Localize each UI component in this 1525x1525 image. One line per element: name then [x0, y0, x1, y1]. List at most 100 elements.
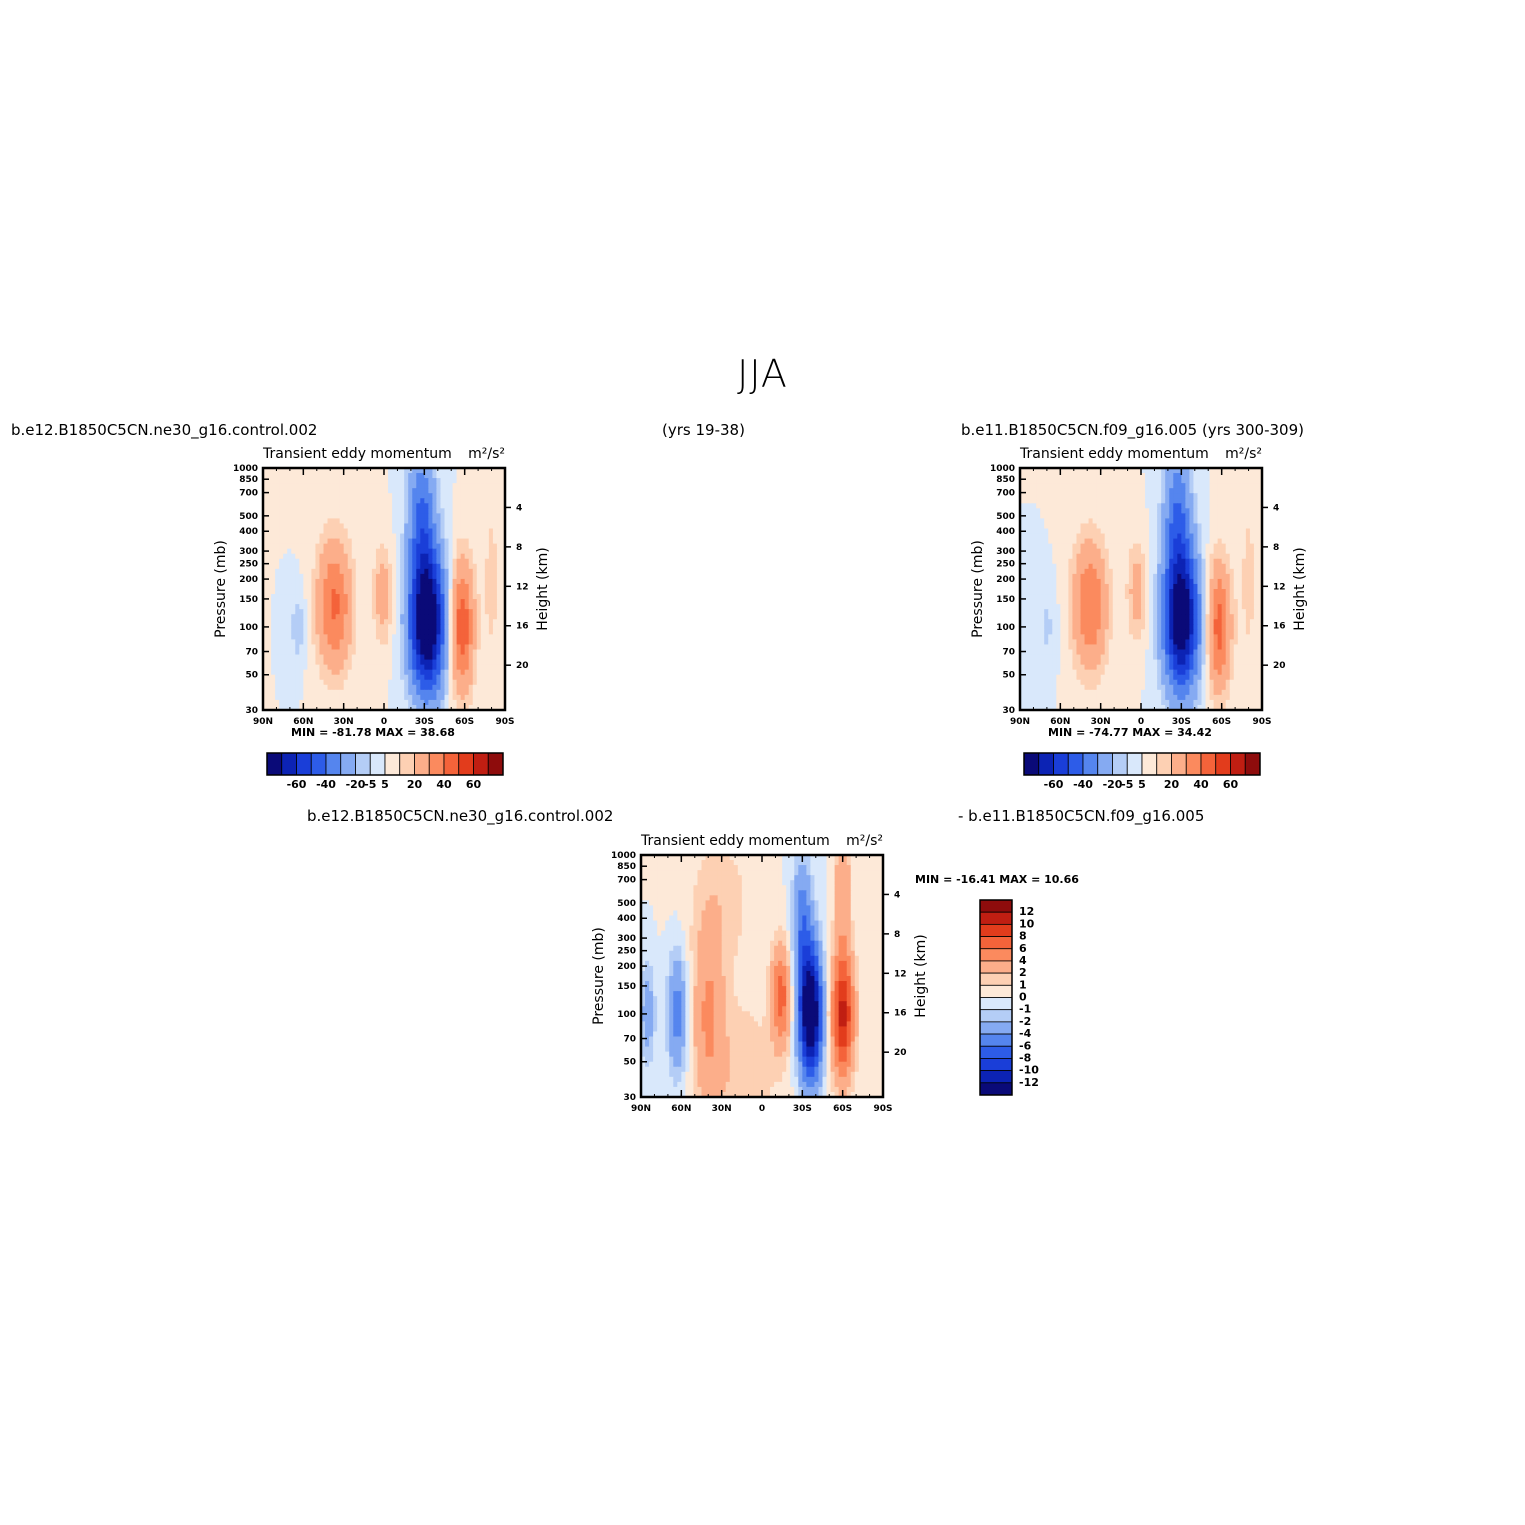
heatmap-cell [359, 689, 365, 696]
heatmap-cell [287, 473, 292, 479]
heatmap-cell [456, 478, 462, 484]
heatmap-cell [448, 629, 454, 635]
heatmap-cell [263, 644, 268, 651]
heatmap-cell [1068, 589, 1074, 595]
heatmap-cell [464, 508, 470, 514]
heatmap-cell [1024, 568, 1029, 575]
heatmap-cell [319, 538, 325, 545]
heatmap-cell [1221, 629, 1227, 635]
heatmap-cell [1132, 503, 1138, 509]
heatmap-cell [484, 674, 490, 681]
heatmap-cell [1249, 513, 1255, 520]
heatmap-cell [323, 543, 329, 550]
heatmap-cell [404, 679, 409, 686]
heatmap-cell [416, 674, 421, 681]
heatmap-cell [1032, 583, 1037, 590]
heatmap-cell [1072, 619, 1078, 625]
heatmap-cell [1165, 478, 1170, 484]
heatmap-cell [1237, 573, 1243, 580]
heatmap-cell [388, 659, 393, 666]
heatmap-cell [408, 503, 413, 509]
heatmap-cell [484, 548, 490, 555]
heatmap-cell [1096, 604, 1102, 610]
heatmap-cell [480, 644, 486, 651]
heatmap-cell [1036, 508, 1041, 514]
heatmap-cell [1177, 473, 1182, 479]
heatmap-cell [480, 483, 486, 489]
heatmap-cell [476, 498, 482, 504]
heatmap-cell [404, 513, 409, 520]
heatmap-cell [496, 599, 502, 605]
heatmap-cell [271, 533, 276, 540]
heatmap-cell [267, 609, 272, 615]
heatmap-cell [1253, 599, 1259, 605]
heatmap-cell [1104, 599, 1110, 605]
heatmap-cell [1177, 614, 1182, 620]
heatmap-cell [319, 599, 325, 605]
heatmap-cell [468, 533, 474, 540]
heatmap-cell [460, 609, 466, 615]
heatmap-cell [271, 538, 276, 545]
heatmap-cell [428, 589, 433, 595]
heatmap-cell [468, 558, 474, 565]
heatmap-cell [444, 694, 450, 701]
heatmap-cell [1108, 513, 1114, 520]
heatmap-cell [311, 639, 317, 646]
heatmap-cell [295, 619, 300, 625]
heatmap-cell [299, 684, 304, 691]
heatmap-cell [1076, 523, 1082, 530]
heatmap-cell [291, 604, 296, 610]
heatmap-cell [460, 513, 466, 520]
heatmap-cell [375, 478, 381, 484]
heatmap-cell [315, 589, 321, 595]
heatmap-cell [1052, 538, 1057, 545]
heatmap-cell [299, 619, 304, 625]
heatmap-cell [1145, 578, 1150, 585]
heatmap-cell [279, 614, 284, 620]
heatmap-cell [1253, 503, 1259, 509]
heatmap-cell [400, 634, 405, 641]
heatmap-cell [1028, 624, 1033, 630]
heatmap-cell [1141, 478, 1146, 484]
heatmap-cell [1136, 498, 1142, 504]
heatmap-cell [1205, 624, 1211, 630]
heatmap-cell [432, 568, 438, 575]
heatmap-cell [452, 639, 458, 646]
heatmap-cell [271, 523, 276, 530]
heatmap-cell [335, 528, 341, 535]
heatmap-cell [1253, 609, 1259, 615]
heatmap-cell [271, 498, 276, 504]
heatmap-cell [472, 493, 478, 499]
heatmap-cell [1112, 518, 1118, 525]
heatmap-cell [335, 654, 341, 661]
heatmap-cell [1128, 498, 1134, 504]
heatmap-cell [375, 563, 381, 570]
heatmap-cell [283, 614, 288, 620]
heatmap-cell [1104, 488, 1110, 494]
heatmap-cell [400, 513, 405, 520]
heatmap-cell [1124, 589, 1130, 595]
heatmap-cell [331, 538, 337, 545]
heatmap-cell [263, 669, 268, 676]
heatmap-cell [315, 614, 321, 620]
heatmap-cell [339, 624, 345, 630]
heatmap-cell [1253, 508, 1259, 514]
heatmap-cell [295, 699, 300, 706]
heatmap-cell [291, 468, 296, 474]
heatmap-cell [275, 523, 280, 530]
heatmap-cell [1241, 553, 1247, 560]
heatmap-cell [420, 543, 425, 550]
heatmap-cell [335, 533, 341, 540]
heatmap-cell [315, 468, 321, 474]
heatmap-cell [1112, 513, 1118, 520]
heatmap-cell [424, 594, 429, 600]
heatmap-cell [436, 468, 442, 474]
heatmap-cell [1249, 468, 1255, 474]
heatmap-cell [476, 684, 482, 691]
heatmap-cell [343, 498, 349, 504]
heatmap-cell [1044, 609, 1049, 615]
heatmap-cell [1201, 589, 1207, 595]
heatmap-cell [1052, 558, 1057, 565]
heatmap-cell [1177, 488, 1182, 494]
heatmap-cell [496, 644, 502, 651]
